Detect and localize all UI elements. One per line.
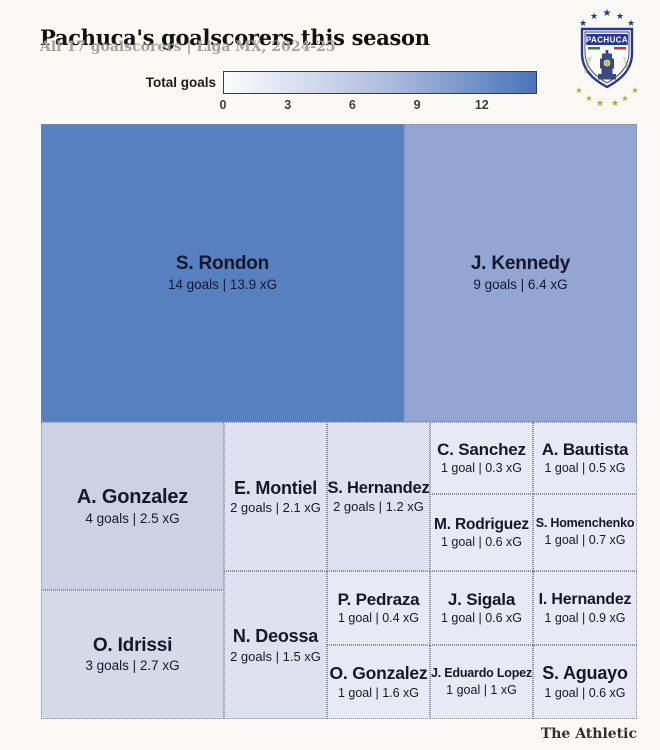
svg-text:★: ★: [616, 12, 624, 22]
svg-text:CLUB DE: CLUB DE: [583, 55, 593, 73]
svg-text:★: ★: [575, 86, 582, 95]
player-stats: 1 goal | 0.6 xG: [440, 534, 523, 549]
player-stats: 1 goal | 0.7 xG: [544, 533, 626, 547]
treemap-tile-m-rodriguez: M. Rodriguez 1 goal | 0.6 xG: [430, 494, 533, 571]
player-name: N. Deossa: [232, 626, 319, 647]
treemap-tile-j-sigala: J. Sigala 1 goal | 0.6 xG: [430, 571, 533, 645]
treemap-tile-j-kennedy: J. Kennedy 9 goals | 6.4 xG: [404, 124, 637, 422]
treemap-tile-e-montiel: E. Montiel 2 goals | 2.1 xG: [224, 422, 327, 571]
player-name: P. Pedraza: [337, 590, 420, 610]
legend-gradient-bar: [223, 71, 537, 94]
treemap-tile-o-idrissi: O. Idrissi 3 goals | 2.7 xG: [41, 590, 224, 719]
legend-tick-12: 12: [474, 98, 489, 112]
treemap-tile-s-aguayo: S. Aguayo 1 goal | 0.6 xG: [533, 645, 637, 719]
legend-tick-3: 3: [284, 98, 292, 112]
player-name: J. Sigala: [447, 590, 516, 610]
pachuca-crest-logo: ★ ★ ★ ★ ★ PACHUCA CLUB DE FÚTBOL ★ ★: [572, 5, 642, 111]
svg-text:★: ★: [596, 99, 604, 109]
treemap-tile-a-bautista: A. Bautista 1 goal | 0.5 xG: [533, 422, 637, 494]
svg-text:★: ★: [627, 19, 635, 29]
svg-text:★: ★: [579, 19, 587, 29]
player-name: E. Montiel: [234, 477, 317, 498]
treemap-tile-o-gonzalez: O. Gonzalez 1 goal | 1.6 xG: [327, 645, 430, 719]
treemap-tile-p-pedraza: P. Pedraza 1 goal | 0.4 xG: [327, 571, 430, 645]
page-title: Pachuca's goalscorers this season: [40, 25, 430, 51]
legend-tick-9: 9: [413, 98, 421, 112]
treemap-tile-n-deossa: N. Deossa 2 goals | 1.5 xG: [224, 571, 327, 719]
pachuca-crest-icon: ★ ★ ★ ★ ★ PACHUCA CLUB DE FÚTBOL ★ ★: [575, 8, 638, 109]
player-stats: 14 goals | 13.9 xG: [167, 276, 278, 292]
player-stats: 2 goals | 2.1 xG: [230, 500, 321, 516]
player-name: J. Eduardo Lopez: [431, 665, 532, 680]
player-stats: 1 goal | 0.5 xG: [544, 461, 626, 476]
player-name: J. Kennedy: [470, 253, 571, 275]
player-stats: 1 goal | 0.6 xG: [440, 611, 523, 626]
player-name: S. Hernandez: [327, 478, 430, 497]
page-subtitle: All 17 goalscorers | Liga MX, 2024-25: [40, 39, 336, 55]
legend-axis: 0 3 6 9 12: [219, 98, 537, 113]
player-name: A. Gonzalez: [76, 485, 189, 508]
player-name: A. Bautista: [541, 440, 629, 460]
svg-text:★: ★: [603, 8, 612, 19]
player-stats: 1 goal | 1 xG: [446, 682, 517, 697]
player-stats: 1 goal | 0.6 xG: [544, 685, 626, 700]
brand-credit: The Athletic: [540, 726, 637, 742]
svg-text:★: ★: [621, 94, 628, 103]
svg-text:★: ★: [631, 86, 638, 95]
svg-text:FÚTBOL: FÚTBOL: [622, 56, 632, 73]
svg-text:★: ★: [590, 12, 598, 22]
player-stats: 1 goal | 0.3 xG: [440, 461, 523, 476]
player-name: O. Gonzalez: [329, 662, 428, 683]
player-stats: 1 goal | 1.6 xG: [337, 685, 420, 700]
player-stats: 3 goals | 2.7 xG: [85, 658, 180, 674]
player-stats: 1 goal | 0.9 xG: [544, 610, 626, 625]
legend-tick-6: 6: [348, 98, 356, 112]
player-stats: 1 goal | 0.4 xG: [337, 611, 420, 626]
player-name: M. Rodriguez: [434, 515, 529, 533]
player-stats: 2 goals | 1.2 xG: [333, 499, 424, 515]
treemap: S. Rondon 14 goals | 13.9 xG J. Kennedy 9 g…: [41, 124, 637, 719]
player-stats: 4 goals | 2.5 xG: [85, 510, 180, 526]
player-name: S. Homenchenko: [535, 516, 635, 531]
player-name: I. Hernandez: [538, 590, 632, 608]
svg-text:PACHUCA: PACHUCA: [586, 36, 628, 45]
legend-tick-0: 0: [219, 98, 227, 112]
treemap-tile-j-eduardo-lopez: J. Eduardo Lopez 1 goal | 1 xG: [430, 645, 533, 719]
treemap-tile-i-hernandez: I. Hernandez 1 goal | 0.9 xG: [533, 571, 637, 645]
player-name: S. Aguayo: [542, 663, 628, 684]
svg-text:★: ★: [611, 99, 619, 109]
treemap-tile-a-gonzalez: A. Gonzalez 4 goals | 2.5 xG: [41, 422, 224, 590]
player-name: O. Idrissi: [92, 634, 173, 656]
player-name: S. Rondon: [175, 253, 270, 275]
treemap-tile-s-homenchenko: S. Homenchenko 1 goal | 0.7 xG: [533, 494, 637, 571]
treemap-tile-s-hernandez: S. Hernandez 2 goals | 1.2 xG: [327, 422, 430, 571]
treemap-tile-c-sanchez: C. Sanchez 1 goal | 0.3 xG: [430, 422, 533, 494]
player-name: C. Sanchez: [437, 440, 526, 460]
player-stats: 2 goals | 1.5 xG: [230, 648, 321, 664]
legend-title: Total goals: [145, 75, 216, 90]
player-stats: 9 goals | 6.4 xG: [473, 276, 568, 292]
treemap-tile-s-rondon: S. Rondon 14 goals | 13.9 xG: [41, 124, 404, 422]
svg-text:★: ★: [585, 94, 592, 103]
